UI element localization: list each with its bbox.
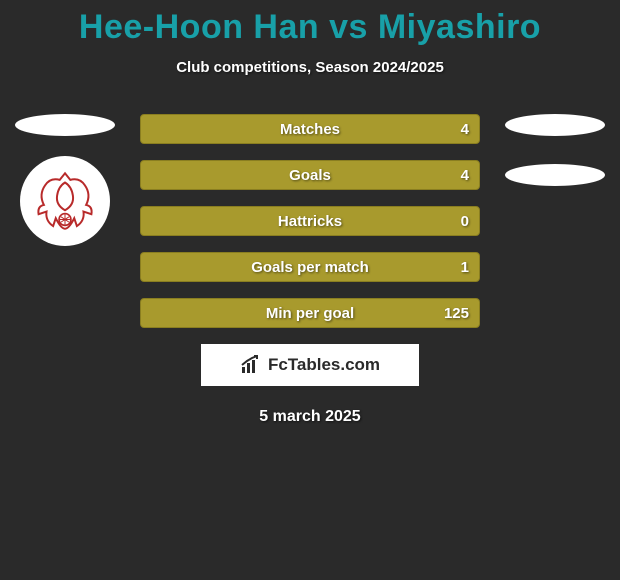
stat-value: 0: [461, 213, 469, 230]
brand-box[interactable]: FcTables.com: [201, 344, 419, 386]
comparison-title: Hee-Hoon Han vs Miyashiro: [0, 0, 620, 47]
chart-icon: [240, 355, 262, 375]
player-right-club-placeholder: [505, 164, 605, 186]
phoenix-crest-icon: [32, 168, 98, 234]
stat-value: 4: [461, 167, 469, 184]
player-left-avatar-placeholder: [15, 114, 115, 136]
stat-label: Hattricks: [278, 213, 342, 230]
comparison-subtitle: Club competitions, Season 2024/2025: [0, 59, 620, 76]
player-right-avatar-placeholder: [505, 114, 605, 136]
stat-bar: Goals per match 1: [140, 252, 480, 282]
stat-label: Matches: [280, 121, 340, 138]
stat-value: 125: [444, 305, 469, 322]
player-left-club-crest: [20, 156, 110, 246]
brand-text: FcTables.com: [268, 355, 380, 375]
stat-bar: Goals 4: [140, 160, 480, 190]
stat-bars-container: Matches 4 Goals 4 Hattricks 0 Goals per match 1…: [140, 114, 480, 328]
stat-value: 1: [461, 259, 469, 276]
stat-bar: Matches 4: [140, 114, 480, 144]
stat-bar: Min per goal 125: [140, 298, 480, 328]
comparison-date: 5 march 2025: [0, 408, 620, 426]
player-left-column: [10, 114, 120, 246]
stat-label: Goals per match: [251, 259, 369, 276]
stat-value: 4: [461, 121, 469, 138]
stat-label: Goals: [289, 167, 331, 184]
player-right-column: [500, 114, 610, 186]
stat-bar: Hattricks 0: [140, 206, 480, 236]
stat-label: Min per goal: [266, 305, 354, 322]
stats-area: Matches 4 Goals 4 Hattricks 0 Goals per match 1…: [0, 114, 620, 328]
